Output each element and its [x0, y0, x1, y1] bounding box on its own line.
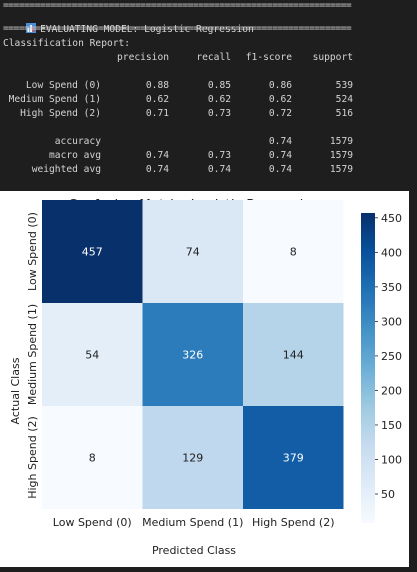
report-summary-label: macro avg: [49, 150, 101, 161]
report-title: Classification Report:: [3, 38, 131, 49]
heatmap-cell: [42, 200, 143, 303]
report-summary-label: weighted avg: [31, 164, 101, 175]
colorbar-tick-label: 50: [381, 488, 395, 501]
report-column-header: support: [312, 52, 353, 63]
colorbar-tick-label: 400: [381, 246, 402, 259]
cell-value-label: 54: [85, 349, 99, 362]
x-tick-label: Low Spend (0): [53, 516, 132, 529]
report-summary-label: accuracy: [54, 136, 101, 147]
report-value: 1579: [329, 136, 353, 147]
report-value: 0.85: [207, 80, 231, 91]
heatmap-cell: [243, 303, 344, 406]
cell-value-label: 144: [283, 349, 304, 362]
colorbar-tick-label: 350: [381, 281, 402, 294]
report-row-label: High Spend (2): [20, 108, 101, 119]
console-output: ========================================…: [0, 0, 417, 190]
report-column-header: precision: [117, 52, 169, 63]
report-value: 0.73: [207, 108, 231, 119]
colorbar-tick-label: 300: [381, 315, 402, 328]
report-value: 0.74: [268, 136, 292, 147]
report-value: 0.86: [268, 80, 292, 91]
report-value: 1579: [329, 150, 353, 161]
y-tick-label: High Spend (2): [26, 416, 39, 499]
colorbar-tick-label: 450: [381, 212, 402, 225]
report-value: 0.88: [145, 80, 169, 91]
cell-value-label: 8: [89, 452, 96, 465]
heatmap-cell: [42, 303, 143, 406]
report-row-label: Medium Spend (1): [8, 94, 101, 105]
cell-value-label: 326: [182, 349, 203, 362]
heatmap-cell: [142, 200, 243, 303]
report-value: 0.74: [207, 164, 231, 175]
report-value: 0.74: [268, 150, 292, 161]
y-tick-label: Medium Spend (1): [26, 304, 39, 405]
colorbar: [361, 213, 375, 523]
separator-bottom: ========================================…: [3, 23, 352, 34]
x-tick-label: High Spend (2): [252, 516, 335, 529]
report-value: 1579: [329, 164, 353, 175]
heatmap-cell: [243, 406, 344, 509]
colorbar-tick-label: 150: [381, 419, 402, 432]
heatmap-cell: [42, 406, 143, 509]
y-tick-label: Low Spend (0): [26, 212, 39, 291]
report-value: 516: [335, 108, 353, 119]
cell-value-label: 129: [182, 452, 203, 465]
cell-value-label: 457: [82, 246, 103, 259]
window-edge-right: [409, 191, 417, 572]
report-value: 0.74: [145, 164, 169, 175]
window-edge-bottom: [0, 567, 417, 572]
report-column-header: recall: [196, 52, 231, 63]
colorbar-tick-label: 100: [381, 453, 402, 466]
report-row-label: Low Spend (0): [25, 80, 101, 91]
x-tick-label: Medium Spend (1): [142, 516, 243, 529]
x-axis-label: Predicted Class: [152, 544, 236, 557]
report-value: 539: [335, 80, 353, 91]
heatmap-cell: [243, 200, 344, 303]
report-value: 0.62: [268, 94, 292, 105]
report-value: 0.62: [145, 94, 169, 105]
colorbar-tick-label: 200: [381, 384, 402, 397]
bar-chart-icon: [26, 23, 37, 33]
cell-value-label: 379: [283, 452, 304, 465]
report-value: 0.74: [145, 150, 169, 161]
heatmap-cell: [142, 406, 243, 509]
report-column-header: f1-score: [245, 52, 292, 63]
report-value: 524: [335, 94, 353, 105]
cell-value-label: 74: [186, 246, 200, 259]
separator-top: ========================================…: [3, 0, 352, 11]
colorbar-tick-label: 250: [381, 350, 402, 363]
heatmap-cell: [142, 303, 243, 406]
report-value: 0.71: [145, 108, 169, 119]
report-value: 0.62: [207, 94, 231, 105]
header-text: EVALUATING MODEL: Logistic Regression: [40, 24, 254, 35]
confusion-matrix-chart: Confusion Matrix: Logistic Regression 45…: [9, 197, 402, 557]
report-value: 0.72: [268, 108, 292, 119]
report-value: 0.73: [207, 150, 231, 161]
model-header: EVALUATING MODEL: Logistic Regression: [3, 11, 254, 48]
y-axis-label: Actual Class: [9, 357, 22, 424]
cell-value-label: 8: [290, 246, 297, 259]
figure-panel: Confusion Matrix: Logistic Regression 45…: [0, 191, 409, 567]
report-value: 0.74: [268, 164, 292, 175]
